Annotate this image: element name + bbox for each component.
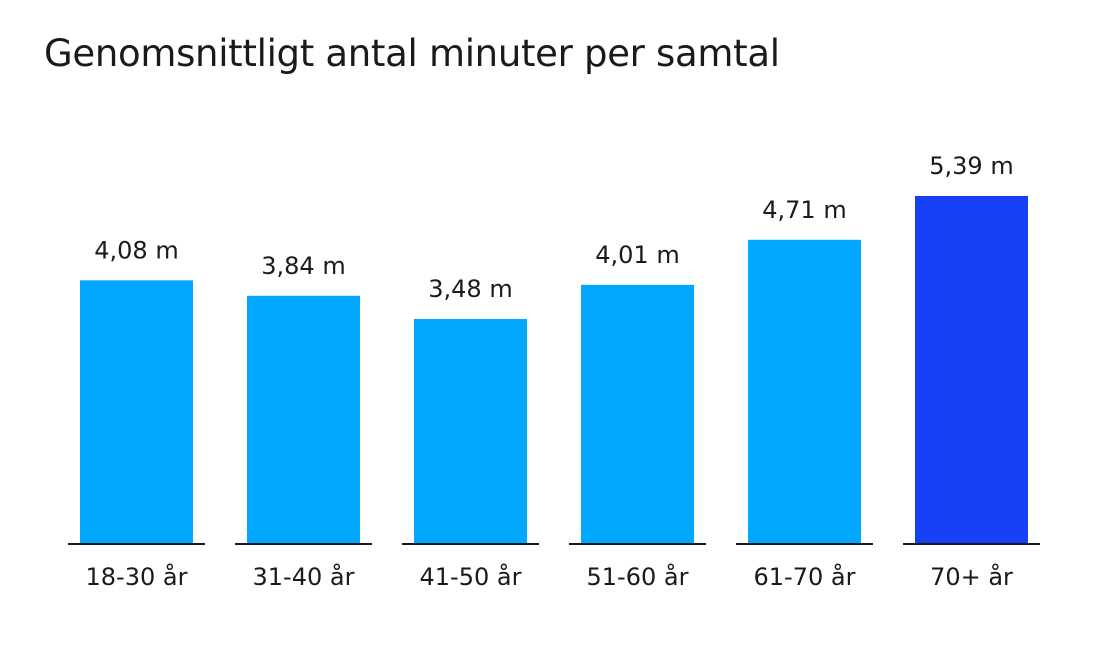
category-label-3: 51-60 år	[587, 562, 689, 591]
bar-3	[581, 284, 694, 543]
bar-4	[748, 239, 861, 544]
data-label-1: 3,84 m	[261, 252, 345, 280]
bar-2	[414, 318, 527, 543]
category-label-0: 18-30 år	[86, 562, 188, 591]
category-label-1: 31-40 år	[253, 562, 355, 591]
category-label-5: 70+ år	[930, 562, 1013, 591]
chart-title: Genomsnittligt antal minuter per samtal	[44, 32, 780, 75]
data-label-4: 4,71 m	[762, 196, 846, 224]
category-label-2: 41-50 år	[420, 562, 522, 591]
data-label-0: 4,08 m	[94, 236, 178, 264]
data-label-3: 4,01 m	[595, 241, 679, 269]
bar-5	[915, 196, 1028, 543]
bar-1	[247, 295, 360, 543]
category-label-4: 61-70 år	[754, 562, 856, 591]
data-label-5: 5,39 m	[929, 152, 1013, 180]
bar-0	[80, 280, 193, 543]
data-label-2: 3,48 m	[428, 275, 512, 303]
